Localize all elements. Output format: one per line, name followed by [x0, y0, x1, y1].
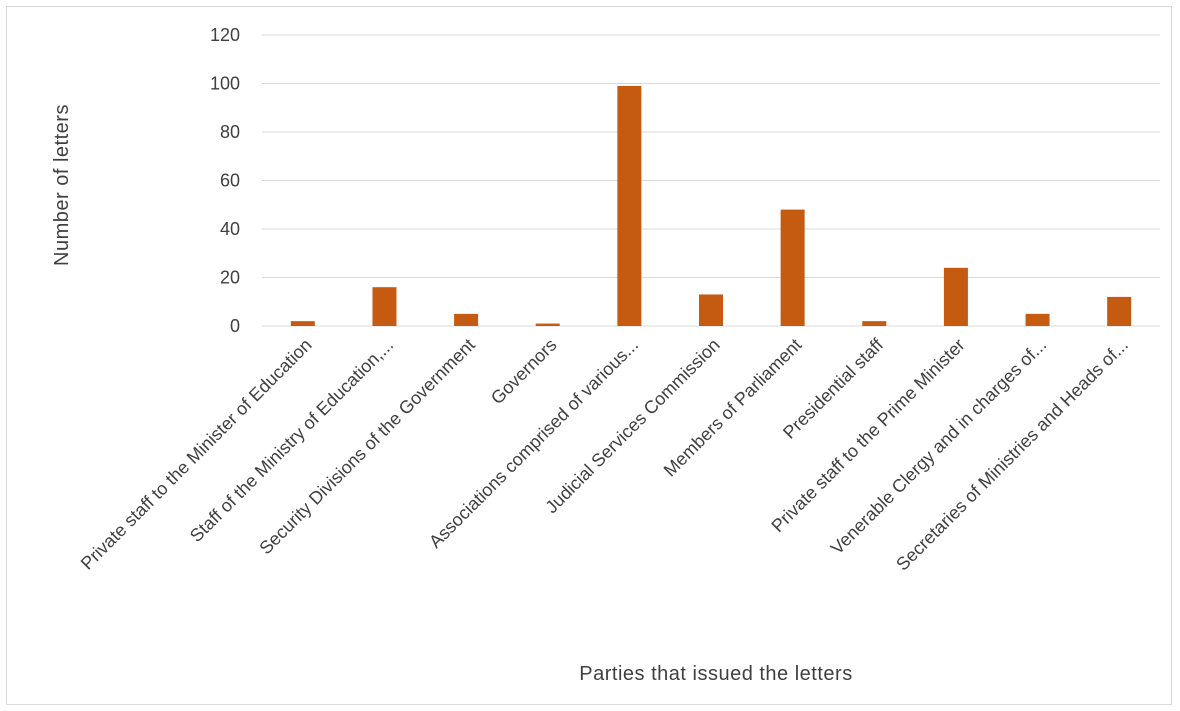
y-tick-label: 100 — [210, 74, 240, 94]
y-tick-label: 40 — [220, 219, 240, 239]
y-tick-label: 120 — [210, 25, 240, 45]
bar — [780, 209, 805, 326]
bar — [1107, 296, 1132, 326]
bar — [1025, 313, 1050, 326]
bar — [290, 321, 315, 326]
bar — [454, 313, 479, 326]
chart-frame — [6, 6, 1172, 705]
x-tick-label: Members of Parliament — [660, 335, 806, 481]
y-tick-label: 0 — [230, 316, 240, 336]
bar — [699, 294, 723, 326]
gridlines — [262, 34, 1160, 327]
bar — [372, 287, 397, 326]
x-tick-label: Governors — [487, 335, 561, 409]
y-axis-ticks: 0 20 40 60 80 100 120 — [210, 25, 240, 336]
x-tick-label: Judicial Services Commission — [541, 335, 723, 517]
x-axis-title: Parties that issued the letters — [579, 663, 852, 685]
y-tick-label: 20 — [220, 268, 240, 288]
y-tick-label: 80 — [220, 122, 240, 142]
x-axis-ticks: Private staff to the Minister of Educati… — [77, 334, 1132, 575]
bar — [617, 85, 642, 326]
bar — [535, 323, 560, 326]
bar — [862, 321, 887, 326]
y-axis-title: Number of letters — [51, 104, 73, 266]
bar — [943, 267, 968, 326]
bars — [290, 85, 1132, 326]
y-tick-label: 60 — [220, 171, 240, 191]
